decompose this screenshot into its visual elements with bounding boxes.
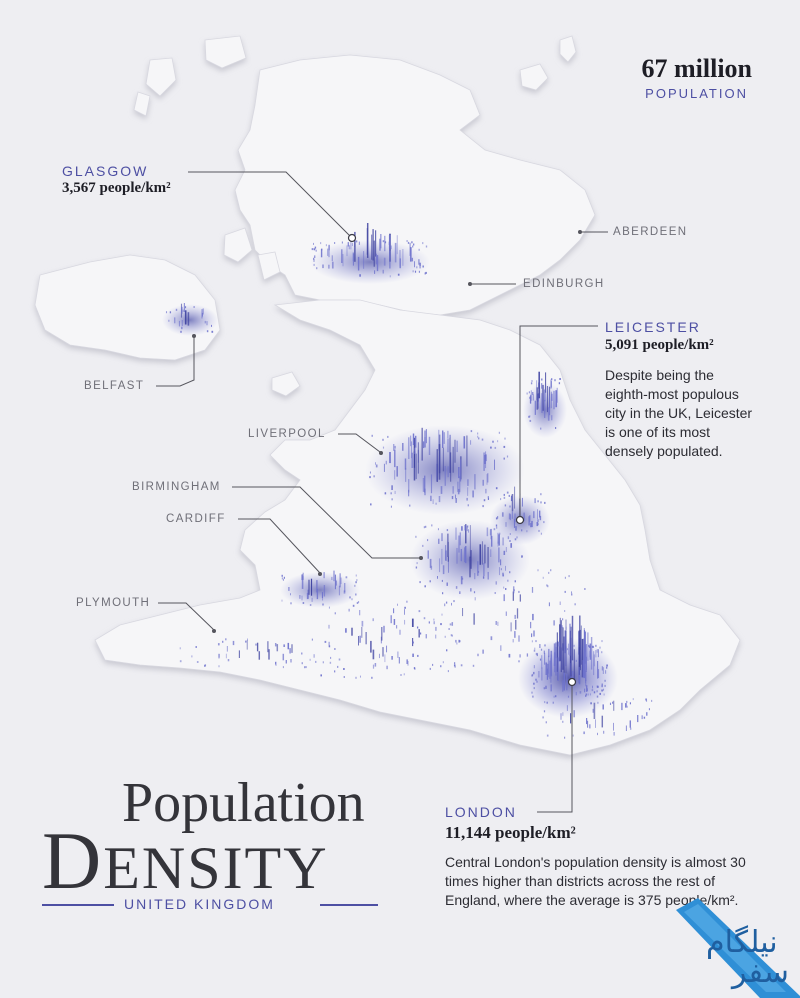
cardiff-marker [318, 572, 322, 576]
title-rule-right [320, 904, 378, 906]
city-markers [347, 233, 577, 687]
cardiff-label: CARDIFF [166, 513, 226, 525]
london-description: Central London's population density is a… [445, 854, 746, 908]
watermark-logo [676, 898, 800, 998]
leader-lines [156, 171, 608, 813]
population-label: POPULATION [645, 86, 748, 101]
glasgow-marker [347, 233, 357, 243]
belfast-leader [156, 338, 195, 387]
glasgow-stat: 3,567 people/km² [62, 180, 171, 196]
plymouth-marker [212, 629, 216, 633]
glasgow-leader [188, 171, 353, 239]
aberdeen-label: ABERDEEN [613, 226, 688, 238]
glasgow-name: GLASGOW [62, 163, 149, 179]
title-line-2: DENSITY [42, 816, 329, 913]
liverpool-leader [338, 433, 381, 453]
northern-ireland [34, 254, 221, 361]
belfast-label: BELFAST [84, 380, 145, 392]
small-markers [192, 230, 582, 633]
scottish-isle [257, 251, 281, 281]
london-marker [567, 677, 577, 687]
london-name: LONDON [445, 804, 517, 820]
leicester-leader [519, 325, 598, 520]
wales-glow [280, 572, 360, 608]
title-rule-left [42, 904, 114, 906]
leicester-name: LEICESTER [605, 319, 701, 335]
edinburgh-label: EDINBURGH [523, 278, 605, 290]
cardiff-leader [238, 518, 321, 574]
liverpool-label: LIVERPOOL [248, 428, 326, 440]
leicester-marker [515, 515, 525, 525]
scottish-isle [223, 227, 253, 263]
title-rest: ENSITY [103, 835, 329, 901]
country-label: UNITED KINGDOM [124, 896, 275, 912]
isle-of-man [271, 371, 301, 397]
belfast-glow [162, 304, 218, 336]
aberdeen-marker [578, 230, 582, 234]
plymouth-leader [158, 602, 215, 631]
london-stat: 11,144 people/km² [445, 823, 576, 842]
london-glow [518, 638, 618, 718]
western-isles [133, 57, 177, 117]
birmingham-label: BIRMINGHAM [132, 481, 221, 493]
london-leader [537, 682, 573, 813]
birmingham-marker [419, 556, 423, 560]
leicester-description: Despite being the eighth-most populous c… [605, 367, 753, 459]
title-initial: D [42, 815, 104, 906]
watermark-text-1: نیلگام [706, 925, 778, 960]
plymouth-label: PLYMOUTH [76, 597, 151, 609]
hebrides [204, 35, 247, 69]
density-spikes [165, 223, 653, 739]
orkney-islands [559, 35, 577, 63]
watermark-text-2: سفر [732, 955, 789, 990]
population-value: 67 million [641, 54, 752, 83]
belfast-marker [192, 334, 196, 338]
edinburgh-marker [468, 282, 472, 286]
leicester-stat: 5,091 people/km² [605, 337, 714, 353]
liverpool-marker [379, 451, 383, 455]
shetland-islands [519, 63, 549, 91]
glasgow-glow [310, 240, 430, 284]
title-line-1: Population [122, 772, 365, 834]
birmingham-leader [232, 486, 420, 559]
